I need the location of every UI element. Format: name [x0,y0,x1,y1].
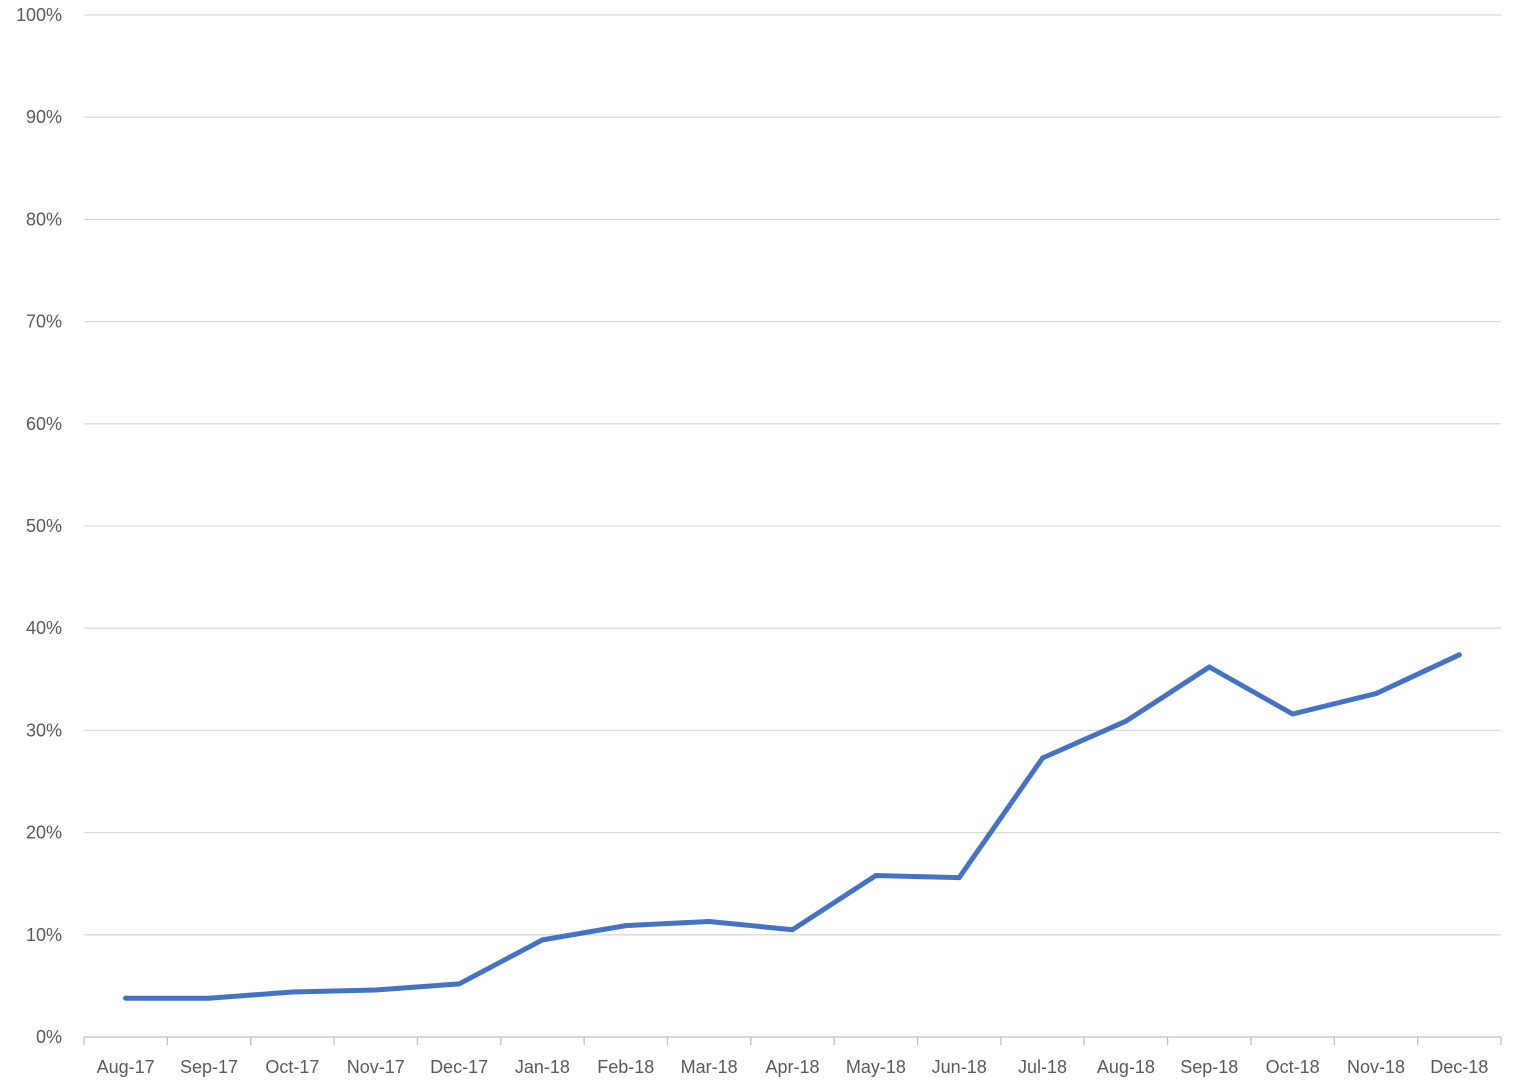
y-tick-label: 0% [36,1027,62,1047]
data-point [123,995,129,1001]
data-point [1290,711,1296,717]
x-tick-label: Sep-18 [1180,1057,1238,1077]
y-tick-label: 80% [26,209,62,229]
x-tick-label: Jun-18 [932,1057,987,1077]
data-point [1456,652,1462,658]
data-point [790,927,795,933]
x-tick-label: Oct-18 [1266,1057,1320,1077]
data-point [539,937,545,943]
y-tick-label: 30% [26,720,62,740]
x-tick-label: Nov-18 [1347,1057,1405,1077]
x-tick-label: May-18 [846,1057,906,1077]
y-tick-label: 70% [26,312,62,332]
data-point [373,987,379,993]
x-tick-label: Oct-17 [265,1057,319,1077]
gridlines [84,14,1501,936]
x-tick-label: Mar-18 [681,1057,738,1077]
data-point [706,919,712,925]
x-tick-label: Jul-18 [1018,1057,1067,1077]
x-tick-label: Aug-17 [97,1057,155,1077]
y-tick-label: 40% [26,618,62,638]
x-axis-tick-labels: Aug-17 Sep-17 Oct-17 Nov-17 Dec-17 Jan-18 Feb-… [97,1057,1489,1077]
series-line [123,652,1462,1001]
x-tick-label: Sep-17 [180,1057,238,1077]
data-point [206,995,212,1001]
series-layer [123,652,1462,1001]
data-point [1040,755,1046,761]
x-tick-label: Dec-17 [430,1057,488,1077]
y-tick-label: 100% [16,5,62,25]
x-tick-label: Jan-18 [515,1057,570,1077]
data-point [1123,718,1129,724]
data-point [1373,691,1379,697]
y-tick-label: 50% [26,516,62,536]
data-point [1206,664,1212,670]
y-tick-label: 20% [26,823,62,843]
data-point [956,875,962,881]
y-tick-label: 10% [26,925,62,945]
data-point [456,981,462,987]
y-tick-label: 60% [26,414,62,434]
y-axis-tick-labels: 0% 10% 20% 30% 40% 50% 60% 70% 80% 90% 100% [16,5,62,1047]
data-point [289,989,295,995]
x-tick-label: Nov-17 [347,1057,405,1077]
x-axis [83,1036,1502,1045]
x-tick-label: Dec-18 [1430,1057,1488,1077]
y-tick-label: 90% [26,107,62,127]
data-point [623,923,629,929]
x-tick-label: Apr-18 [765,1057,819,1077]
data-point [873,873,879,879]
x-tick-label: Feb-18 [597,1057,654,1077]
x-tick-label: Aug-18 [1097,1057,1155,1077]
